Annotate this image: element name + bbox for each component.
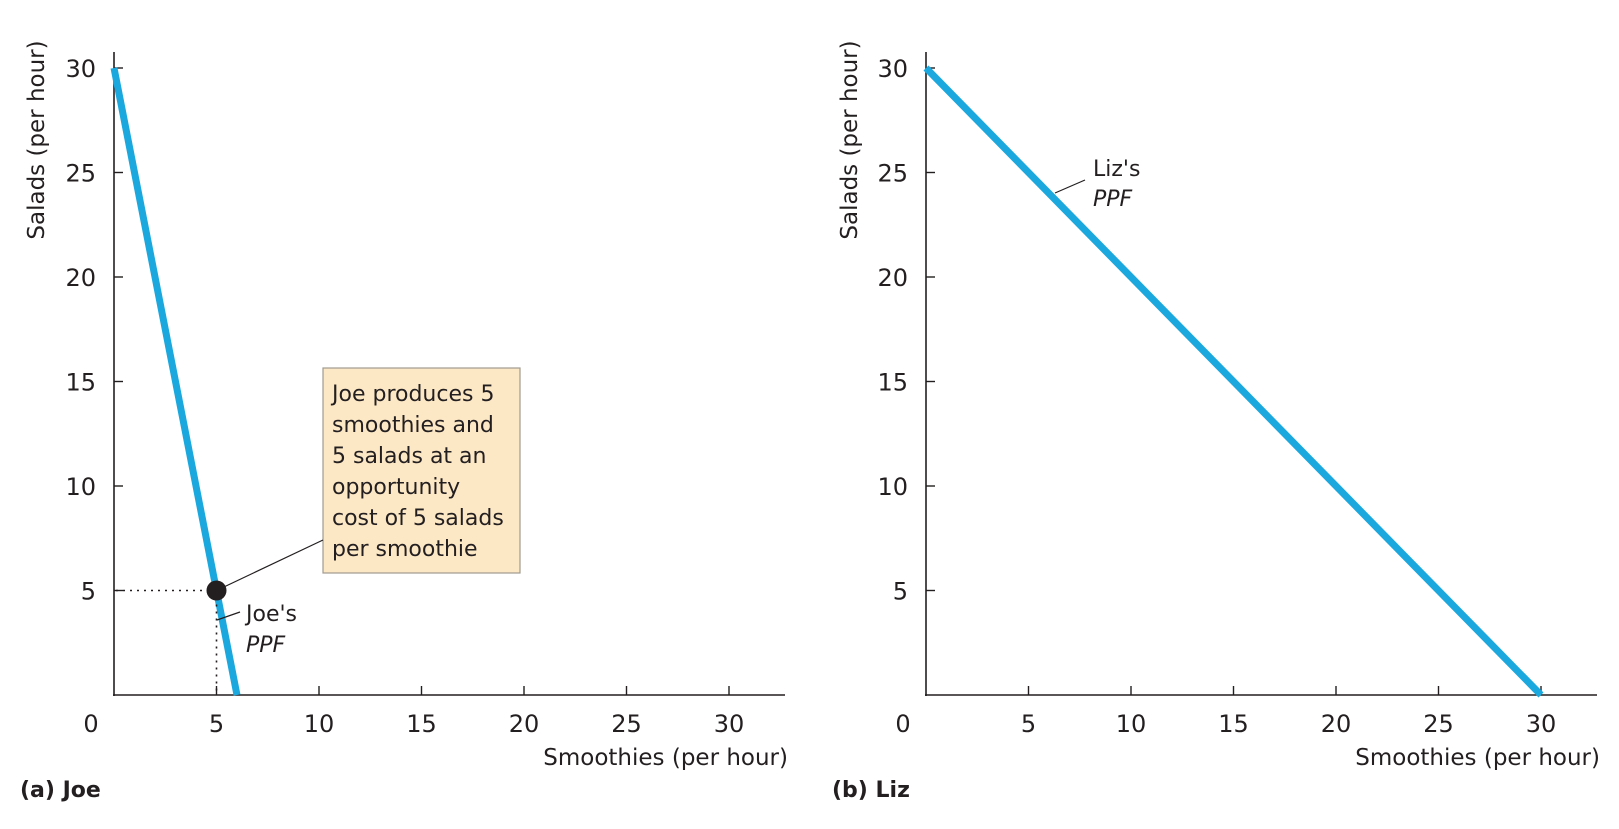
y-tick-label: 20 xyxy=(65,264,96,292)
x-tick-label: 15 xyxy=(406,710,437,738)
y-tick-label: 10 xyxy=(877,473,908,501)
annotation-text-line: smoothies and xyxy=(332,413,494,438)
y-tick-label: 15 xyxy=(65,369,96,397)
annotation-leader xyxy=(216,539,324,592)
ppf-line xyxy=(110,67,241,696)
x-tick-label: 5 xyxy=(1021,710,1036,738)
x-tick-label: 10 xyxy=(1116,710,1147,738)
y-tick-label: 25 xyxy=(877,160,908,188)
annotation-box xyxy=(322,367,521,574)
x-tick-label: 30 xyxy=(1526,710,1557,738)
y-tick-label: 5 xyxy=(81,578,96,606)
panel-liz: 0 5 10 15 20 25 30 5 10 15 20 25 30 Smoothies (per ho… xyxy=(832,40,1600,803)
x-tick-label: 20 xyxy=(1321,710,1352,738)
y-tick-label: 5 xyxy=(893,578,908,606)
annotation-text-line: opportunity xyxy=(332,475,460,500)
y-tick-label: 25 xyxy=(65,160,96,188)
x-axis-label: Smoothies (per hour) xyxy=(1355,745,1600,771)
annotation-text-line: Joe produces 5 xyxy=(330,382,494,407)
x-tick-label: 25 xyxy=(611,710,642,738)
x-tick-label: 5 xyxy=(209,710,224,738)
x-tick-label: 0 xyxy=(895,710,910,738)
production-point xyxy=(206,580,227,601)
annotation-text-line: per smoothie xyxy=(332,537,478,562)
y-tick-label: 30 xyxy=(877,55,908,83)
annotation-text-line: 5 salads at an xyxy=(332,444,486,469)
ppf-label-name: Joe's xyxy=(244,602,297,627)
y-tick-label: 15 xyxy=(877,369,908,397)
ppf-line xyxy=(923,65,1544,698)
panel-joe: 0 5 10 15 20 25 30 5 10 15 20 25 30 Smoothies (per ho… xyxy=(20,40,788,803)
y-tick-label: 30 xyxy=(65,55,96,83)
ppf-label-ppf: PPF xyxy=(246,633,286,658)
ppf-label-ppf: PPF xyxy=(1093,187,1133,212)
x-tick-label: 25 xyxy=(1423,710,1454,738)
y-tick-label: 10 xyxy=(65,473,96,501)
panel-caption: (b) Liz xyxy=(832,778,910,803)
x-tick-label: 10 xyxy=(304,710,335,738)
y-axis-label: Salads (per hour) xyxy=(837,40,863,239)
x-axis-label: Smoothies (per hour) xyxy=(543,745,788,771)
y-tick-label: 20 xyxy=(877,264,908,292)
ppf-label-name: Liz's xyxy=(1093,157,1140,182)
x-tick-label: 15 xyxy=(1218,710,1249,738)
x-tick-label: 30 xyxy=(714,710,745,738)
x-tick-label: 0 xyxy=(83,710,98,738)
y-axis-label: Salads (per hour) xyxy=(24,40,50,239)
ppf-label-leader xyxy=(1054,179,1086,194)
x-tick-label: 20 xyxy=(509,710,540,738)
annotation-text-line: cost of 5 salads xyxy=(332,506,504,531)
panel-caption: (a) Joe xyxy=(20,778,101,803)
ppf-label-leader xyxy=(216,611,241,621)
